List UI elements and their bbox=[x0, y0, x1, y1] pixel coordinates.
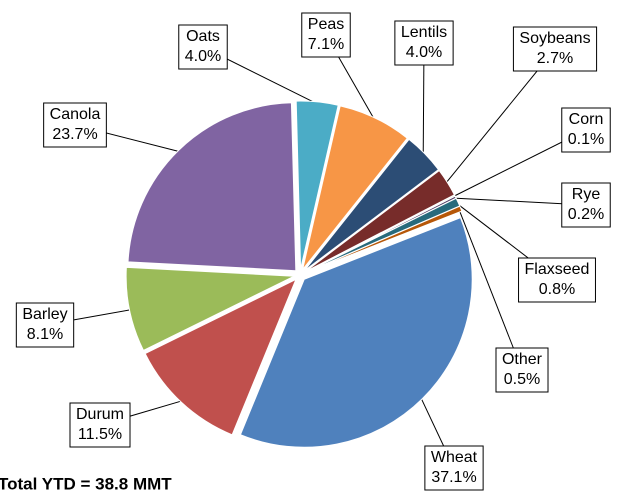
pie-slice bbox=[125, 266, 297, 352]
label-box bbox=[394, 20, 454, 66]
data-label: Flaxseed 0.8% bbox=[518, 257, 596, 303]
category-label: Canola bbox=[50, 106, 101, 123]
label-box bbox=[518, 257, 596, 303]
value-label: 8.1% bbox=[27, 326, 63, 343]
category-label: Lentils bbox=[401, 24, 447, 41]
pie-slice bbox=[295, 100, 339, 270]
label-box bbox=[424, 445, 484, 491]
data-label: Peas 7.1% bbox=[301, 12, 351, 58]
pie-slice bbox=[127, 102, 297, 272]
category-label: Flaxseed bbox=[525, 261, 590, 278]
label-box bbox=[301, 12, 351, 58]
value-label: 0.8% bbox=[539, 281, 575, 298]
labels: Oats 4.0% Peas 7.1% Lentils 4.0% Soybeans 2.7% C… bbox=[15, 12, 611, 491]
pie-slice bbox=[305, 205, 463, 274]
category-label: Rye bbox=[572, 186, 601, 203]
value-label: 2.7% bbox=[537, 50, 573, 67]
category-label: Oats bbox=[186, 28, 220, 45]
category-label: Wheat bbox=[431, 449, 478, 466]
leader-line bbox=[458, 209, 523, 371]
data-label: Soybeans 2.7% bbox=[512, 26, 598, 72]
slices bbox=[125, 100, 473, 448]
value-label: 4.0% bbox=[406, 44, 442, 61]
value-label: 23.7% bbox=[52, 126, 97, 143]
value-label: 0.5% bbox=[504, 371, 540, 388]
total-annotation: Total YTD = 38.8 MMT bbox=[0, 474, 172, 493]
label-box bbox=[512, 26, 598, 72]
data-label: Corn 0.1% bbox=[561, 107, 611, 153]
category-label: Barley bbox=[22, 306, 67, 323]
value-label: 0.2% bbox=[568, 206, 604, 223]
label-box bbox=[43, 102, 107, 148]
label-box bbox=[178, 24, 228, 70]
label-box bbox=[495, 347, 549, 393]
label-box bbox=[69, 402, 131, 448]
value-label: 11.5% bbox=[78, 426, 122, 443]
category-label: Peas bbox=[308, 16, 344, 33]
value-label: 4.0% bbox=[185, 48, 221, 65]
leader-lines bbox=[44, 34, 587, 469]
data-label: Other 0.5% bbox=[495, 347, 549, 393]
pie-slice bbox=[239, 216, 473, 448]
data-label: Oats 4.0% bbox=[178, 24, 228, 70]
label-box bbox=[561, 182, 611, 228]
data-label: Wheat 37.1% bbox=[424, 445, 484, 491]
data-label: Rye 0.2% bbox=[561, 182, 611, 228]
category-label: Other bbox=[502, 351, 543, 368]
pie-slice bbox=[304, 169, 456, 273]
pie-slice bbox=[303, 138, 440, 272]
category-label: Soybeans bbox=[519, 30, 590, 47]
label-box bbox=[561, 107, 611, 153]
pie-slice bbox=[302, 105, 408, 270]
label-box bbox=[15, 302, 75, 348]
category-label: Corn bbox=[569, 111, 604, 128]
data-label: Lentils 4.0% bbox=[394, 20, 454, 66]
pie-slice bbox=[144, 278, 297, 436]
data-label: Barley 8.1% bbox=[15, 302, 75, 348]
value-label: 7.1% bbox=[308, 36, 344, 53]
value-label: 37.1% bbox=[431, 469, 476, 486]
category-label: Durum bbox=[76, 406, 124, 423]
data-label: Canola 23.7% bbox=[43, 102, 107, 148]
data-label: Durum 11.5% bbox=[69, 402, 131, 448]
value-label: 0.1% bbox=[568, 131, 604, 148]
